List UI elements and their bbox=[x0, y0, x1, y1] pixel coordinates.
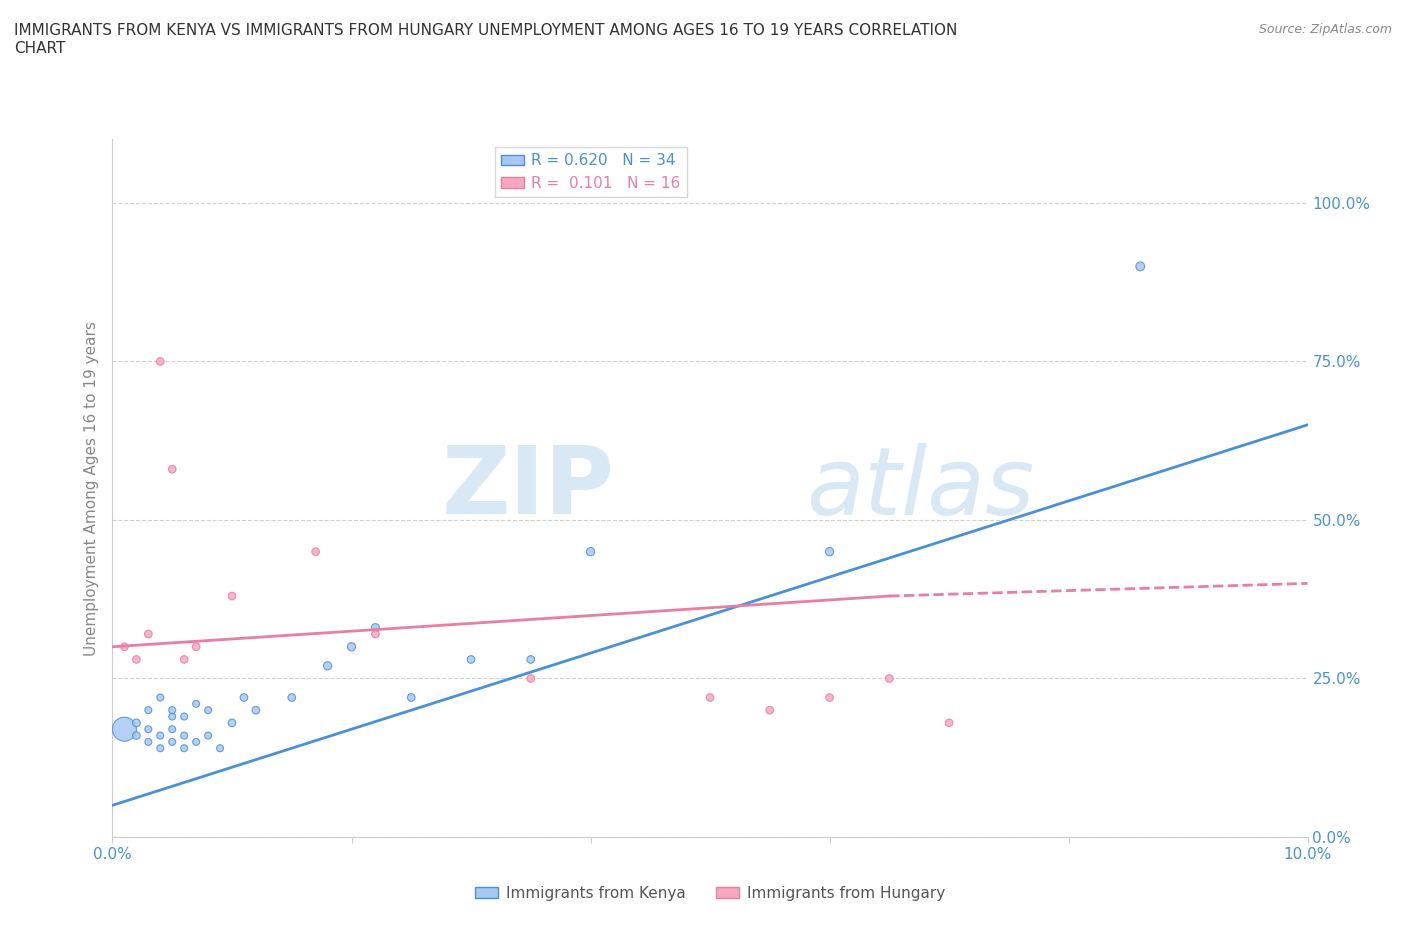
Point bbox=[173, 728, 195, 743]
Text: ZIP: ZIP bbox=[441, 443, 614, 534]
Point bbox=[233, 690, 256, 705]
Point bbox=[699, 690, 721, 705]
Legend: Immigrants from Kenya, Immigrants from Hungary: Immigrants from Kenya, Immigrants from H… bbox=[470, 880, 950, 907]
Point bbox=[879, 671, 901, 686]
Point bbox=[173, 741, 195, 756]
Point bbox=[114, 722, 135, 737]
Point bbox=[221, 589, 243, 604]
Point bbox=[316, 658, 339, 673]
Point bbox=[114, 639, 135, 654]
Point bbox=[186, 639, 208, 654]
Point bbox=[173, 709, 195, 724]
Point bbox=[162, 709, 183, 724]
Point bbox=[197, 703, 219, 718]
Point bbox=[818, 544, 841, 559]
Point bbox=[173, 652, 195, 667]
Point bbox=[281, 690, 304, 705]
Point bbox=[759, 703, 782, 718]
Point bbox=[186, 735, 208, 750]
Point bbox=[1129, 259, 1152, 273]
Text: atlas: atlas bbox=[806, 443, 1033, 534]
Point bbox=[340, 639, 363, 654]
Point bbox=[138, 627, 160, 642]
Point bbox=[245, 703, 267, 718]
Point bbox=[520, 671, 543, 686]
Y-axis label: Unemployment Among Ages 16 to 19 years: Unemployment Among Ages 16 to 19 years bbox=[83, 321, 98, 656]
Point bbox=[138, 703, 160, 718]
Point bbox=[162, 703, 183, 718]
Point bbox=[460, 652, 482, 667]
Point bbox=[579, 544, 602, 559]
Point bbox=[209, 741, 232, 756]
Point bbox=[149, 728, 172, 743]
Point bbox=[520, 652, 543, 667]
Point bbox=[149, 741, 172, 756]
Point bbox=[938, 715, 960, 730]
Point bbox=[305, 544, 328, 559]
Point bbox=[221, 715, 243, 730]
Point bbox=[149, 690, 172, 705]
Point bbox=[138, 722, 160, 737]
Text: Source: ZipAtlas.com: Source: ZipAtlas.com bbox=[1258, 23, 1392, 36]
Point bbox=[125, 715, 148, 730]
Point bbox=[162, 735, 183, 750]
Text: IMMIGRANTS FROM KENYA VS IMMIGRANTS FROM HUNGARY UNEMPLOYMENT AMONG AGES 16 TO 1: IMMIGRANTS FROM KENYA VS IMMIGRANTS FROM… bbox=[14, 23, 957, 56]
Point bbox=[162, 722, 183, 737]
Point bbox=[818, 690, 841, 705]
Point bbox=[197, 728, 219, 743]
Point bbox=[364, 620, 387, 635]
Point bbox=[125, 728, 148, 743]
Point bbox=[125, 652, 148, 667]
Point bbox=[138, 735, 160, 750]
Point bbox=[149, 354, 172, 369]
Point bbox=[186, 697, 208, 711]
Point bbox=[162, 462, 183, 477]
Point bbox=[401, 690, 423, 705]
Point bbox=[364, 627, 387, 642]
